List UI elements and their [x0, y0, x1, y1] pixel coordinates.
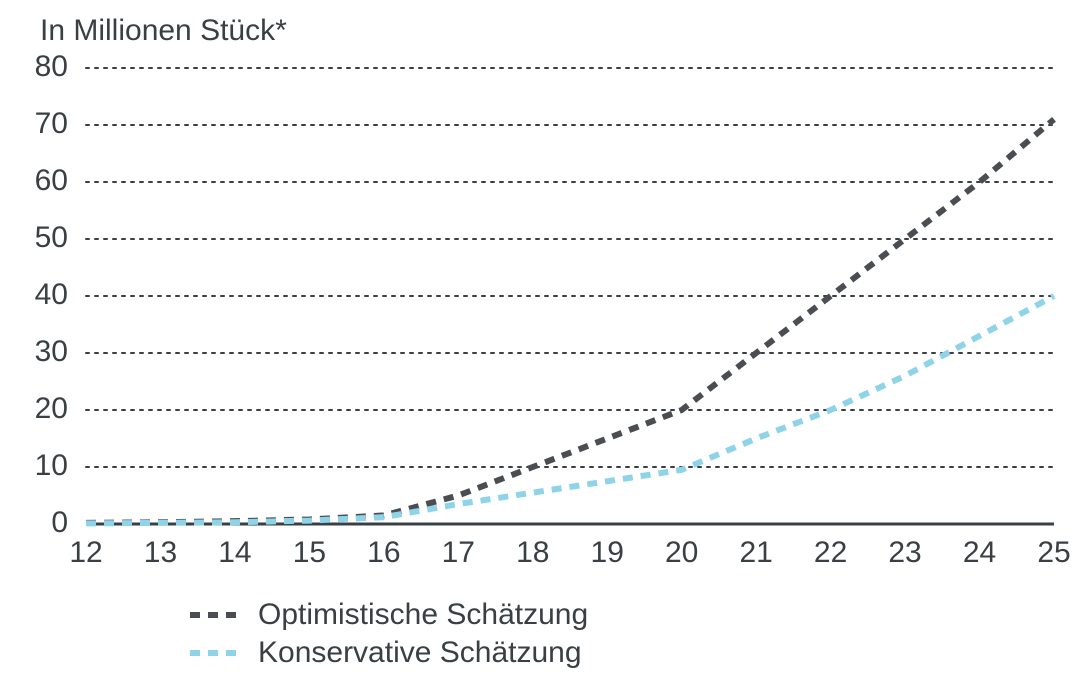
legend-item: Optimistische Schätzung — [190, 600, 588, 630]
y-tick-label: 60 — [35, 164, 68, 197]
x-tick-label: 24 — [963, 536, 996, 569]
legend-swatch — [190, 638, 242, 668]
x-tick-label: 15 — [293, 536, 326, 569]
x-tick-label: 12 — [69, 536, 102, 569]
chart-svg: 0 10 20 30 40 50 60 70 80 12 13 14 15 16 17 18 19 20 21 22 2… — [0, 0, 1092, 681]
x-tick-label: 25 — [1037, 536, 1070, 569]
chart-container: In Millionen Stück* 0 10 20 30 40 50 60 70 80 12 1… — [0, 0, 1092, 681]
x-tick-label: 16 — [367, 536, 400, 569]
x-tick-label: 23 — [888, 536, 921, 569]
legend-item: Konservative Schätzung — [190, 638, 588, 668]
x-tick-label: 17 — [442, 536, 475, 569]
y-tick-label: 40 — [35, 278, 68, 311]
x-tick-label: 22 — [814, 536, 847, 569]
x-tick-label: 21 — [739, 536, 772, 569]
y-tick-label: 30 — [35, 335, 68, 368]
x-tick-label: 19 — [591, 536, 624, 569]
y-tick-label: 10 — [35, 449, 68, 482]
series-optimistic — [86, 119, 1054, 523]
legend-label: Optimistische Schätzung — [258, 600, 588, 630]
chart-legend: Optimistische Schätzung Konservative Schä… — [190, 600, 588, 668]
x-tick-label: 14 — [218, 536, 251, 569]
y-tick-label: 70 — [35, 107, 68, 140]
chart-title: In Millionen Stück* — [40, 14, 287, 48]
y-tick-label: 0 — [51, 506, 68, 539]
y-tick-label: 50 — [35, 221, 68, 254]
legend-label: Konservative Schätzung — [258, 638, 582, 668]
y-tick-label: 80 — [35, 50, 68, 83]
y-tick-label: 20 — [35, 392, 68, 425]
x-tick-label: 20 — [665, 536, 698, 569]
x-tick-label: 13 — [144, 536, 177, 569]
x-tick-label: 18 — [516, 536, 549, 569]
legend-swatch — [190, 600, 242, 630]
